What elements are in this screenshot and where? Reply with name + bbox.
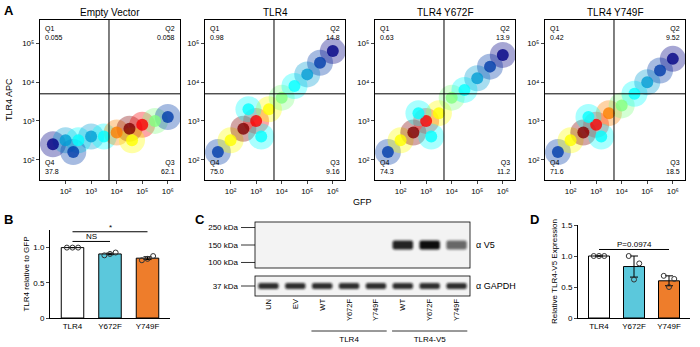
- svg-text:10⁴: 10⁴: [616, 187, 629, 196]
- svg-text:Y749F: Y749F: [657, 322, 681, 331]
- svg-text:Q10.63: Q10.63: [380, 25, 394, 41]
- svg-text:TLR4: TLR4: [589, 322, 609, 331]
- svg-text:10⁵: 10⁵: [136, 187, 148, 196]
- svg-text:A: A: [4, 3, 14, 18]
- svg-text:TLR4 Y672F: TLR4 Y672F: [417, 7, 474, 18]
- svg-text:1.0: 1.0: [561, 252, 573, 261]
- svg-text:10⁶: 10⁶: [327, 187, 339, 196]
- svg-text:10³: 10³: [188, 117, 200, 126]
- svg-text:10²: 10²: [358, 156, 370, 165]
- svg-text:TLR4: TLR4: [339, 335, 359, 344]
- svg-text:10⁴: 10⁴: [187, 78, 200, 87]
- svg-text:Y749F: Y749F: [371, 299, 380, 322]
- svg-text:Q474.3: Q474.3: [380, 159, 394, 175]
- svg-text:10³: 10³: [590, 187, 602, 196]
- svg-text:Y749F: Y749F: [136, 322, 160, 331]
- svg-text:10⁵: 10⁵: [527, 39, 539, 48]
- svg-text:10²: 10²: [565, 187, 577, 196]
- svg-text:Q475.0: Q475.0: [210, 159, 224, 175]
- svg-text:10⁵: 10⁵: [301, 187, 313, 196]
- svg-text:10²: 10²: [395, 187, 407, 196]
- svg-text:EV: EV: [291, 299, 300, 309]
- svg-text:10²: 10²: [60, 187, 72, 196]
- svg-text:10³: 10³: [23, 117, 35, 126]
- svg-text:10⁴: 10⁴: [111, 187, 124, 196]
- svg-text:10⁴: 10⁴: [22, 78, 35, 87]
- svg-text:TLR4 Y749F: TLR4 Y749F: [587, 7, 644, 18]
- svg-text:0.5: 0.5: [561, 283, 573, 292]
- svg-text:Q311.2: Q311.2: [497, 159, 510, 175]
- svg-text:α GAPDH: α GAPDH: [476, 281, 516, 291]
- svg-text:Q10.055: Q10.055: [45, 25, 63, 41]
- svg-text:Y749F: Y749F: [452, 299, 461, 322]
- svg-text:Empty Vector: Empty Vector: [80, 7, 140, 18]
- svg-text:10⁵: 10⁵: [641, 187, 653, 196]
- svg-text:10⁴: 10⁴: [357, 78, 370, 87]
- svg-text:10³: 10³: [250, 187, 262, 196]
- svg-text:C: C: [195, 212, 205, 227]
- svg-text:10⁶: 10⁶: [497, 187, 509, 196]
- svg-text:WT: WT: [318, 299, 327, 311]
- svg-text:Y672F: Y672F: [345, 299, 354, 322]
- svg-text:37 kDa: 37 kDa: [213, 282, 239, 291]
- svg-text:100 kDa: 100 kDa: [208, 258, 238, 267]
- svg-text:Y672F: Y672F: [622, 322, 646, 331]
- svg-text:10²: 10²: [23, 156, 35, 165]
- svg-text:Q214.8: Q214.8: [326, 25, 340, 41]
- svg-text:Relative TLR4-V5 Expression: Relative TLR4-V5 Expression: [550, 219, 559, 324]
- svg-text:10²: 10²: [188, 156, 200, 165]
- svg-text:150 kDa: 150 kDa: [208, 241, 238, 250]
- svg-text:P=0.0974: P=0.0974: [617, 240, 652, 249]
- svg-text:1.5: 1.5: [561, 221, 573, 230]
- svg-text:10³: 10³: [85, 187, 97, 196]
- svg-text:Q213.9: Q213.9: [496, 25, 510, 41]
- svg-text:1.0: 1.0: [33, 243, 45, 252]
- svg-text:10⁴: 10⁴: [446, 187, 459, 196]
- svg-text:10⁴: 10⁴: [276, 187, 289, 196]
- svg-text:10⁴: 10⁴: [527, 78, 540, 87]
- svg-text:TLR4 APC: TLR4 APC: [4, 78, 14, 121]
- svg-text:Q39.16: Q39.16: [326, 159, 340, 175]
- svg-text:α V5: α V5: [476, 240, 495, 250]
- svg-text:10⁵: 10⁵: [187, 39, 199, 48]
- svg-text:B: B: [4, 212, 13, 227]
- svg-text:10⁶: 10⁶: [162, 187, 174, 196]
- svg-text:10²: 10²: [225, 187, 237, 196]
- svg-text:250 kDa: 250 kDa: [208, 223, 238, 232]
- svg-text:GFP: GFP: [353, 197, 372, 207]
- svg-text:Q318.5: Q318.5: [666, 159, 680, 175]
- svg-text:10³: 10³: [358, 117, 370, 126]
- svg-text:10⁵: 10⁵: [471, 187, 483, 196]
- svg-text:10³: 10³: [528, 117, 540, 126]
- svg-text:10⁶: 10⁶: [667, 187, 679, 196]
- svg-text:Q437.8: Q437.8: [45, 159, 59, 175]
- svg-text:TLR4-V5: TLR4-V5: [414, 335, 447, 344]
- svg-text:Q471.6: Q471.6: [550, 159, 564, 175]
- svg-text:NS: NS: [86, 232, 97, 241]
- svg-text:UN: UN: [264, 299, 273, 310]
- svg-text:0: 0: [568, 314, 573, 323]
- svg-text:0.5: 0.5: [33, 279, 45, 288]
- svg-text:WT: WT: [398, 299, 407, 311]
- svg-text:Q20.058: Q20.058: [157, 25, 175, 41]
- svg-text:10⁵: 10⁵: [357, 39, 369, 48]
- svg-text:Q10.98: Q10.98: [210, 25, 224, 41]
- svg-text:Q362.1: Q362.1: [161, 159, 175, 175]
- svg-text:Y672F: Y672F: [98, 322, 122, 331]
- svg-text:Q29.52: Q29.52: [666, 25, 680, 41]
- svg-text:TLR4: TLR4: [63, 322, 83, 331]
- svg-text:*: *: [109, 223, 112, 232]
- svg-text:0: 0: [40, 314, 45, 323]
- svg-text:D: D: [530, 212, 539, 227]
- svg-text:TLR4 relative to GFP: TLR4 relative to GFP: [22, 236, 31, 311]
- svg-text:TLR4: TLR4: [263, 7, 288, 18]
- svg-text:Y672F: Y672F: [425, 299, 434, 322]
- svg-text:Q10.42: Q10.42: [550, 25, 564, 41]
- svg-text:10³: 10³: [420, 187, 432, 196]
- svg-text:10²: 10²: [528, 156, 540, 165]
- svg-text:10⁵: 10⁵: [22, 39, 34, 48]
